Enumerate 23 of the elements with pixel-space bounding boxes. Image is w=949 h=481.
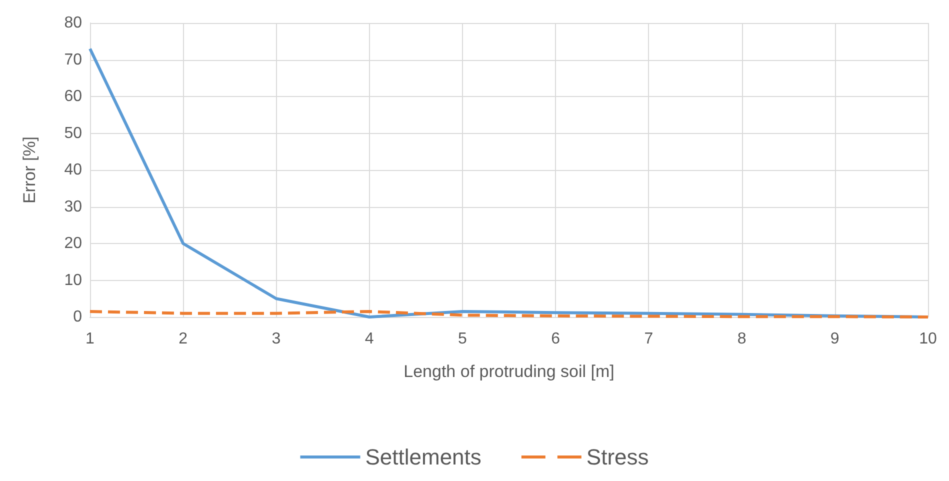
- x-tick-label: 5: [458, 330, 467, 348]
- y-tick-label: 10: [64, 272, 82, 289]
- x-tick-label: 2: [178, 330, 188, 348]
- x-tick-label: 6: [551, 330, 560, 348]
- y-tick-label: 30: [64, 198, 82, 216]
- legend-label: Stress: [586, 444, 649, 470]
- y-tick-label: 80: [64, 14, 82, 32]
- x-tick-label: 8: [737, 330, 746, 348]
- y-tick-label: 20: [64, 235, 82, 252]
- y-tick-label: 60: [64, 88, 82, 105]
- x-tick-label: 9: [830, 330, 840, 348]
- x-tick-label: 3: [272, 330, 281, 348]
- legend-label: Settlements: [365, 444, 482, 470]
- x-axis-title: Length of protruding soil [m]: [404, 362, 614, 381]
- x-tick-label: 10: [919, 330, 937, 348]
- x-tick-label: 7: [644, 330, 654, 348]
- y-tick-label: 0: [73, 308, 82, 326]
- y-tick-label: 70: [64, 51, 82, 68]
- y-tick-label: 50: [64, 124, 82, 142]
- y-axis-title: Error [%]: [20, 136, 39, 204]
- x-tick-label: 4: [364, 330, 374, 348]
- y-tick-label: 40: [64, 162, 82, 178]
- x-tick-label: 1: [86, 330, 95, 348]
